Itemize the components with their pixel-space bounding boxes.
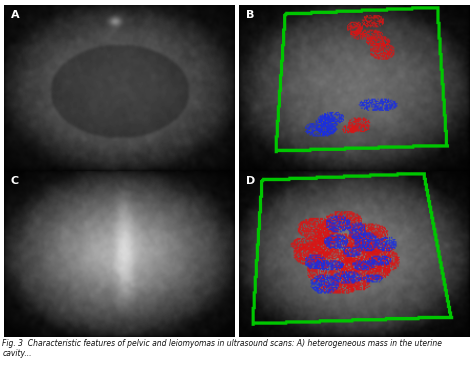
Text: D: D (246, 176, 255, 186)
Text: A: A (11, 10, 19, 20)
Text: C: C (11, 176, 19, 186)
Text: Fig. 3  Characteristic features of pelvic and leiomyomas in ultrasound scans: A): Fig. 3 Characteristic features of pelvic… (2, 339, 442, 358)
Text: B: B (246, 10, 255, 20)
